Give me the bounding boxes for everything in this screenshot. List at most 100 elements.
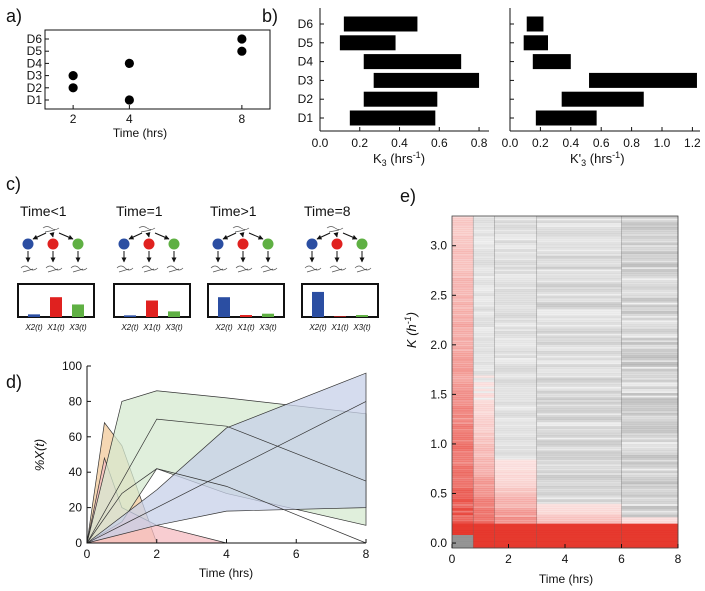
chart-e-cell [473, 382, 494, 385]
chart-e-cell [622, 251, 679, 254]
chart-e-cell [494, 254, 537, 257]
chart-e-cell [473, 537, 494, 540]
chart-e-cell [494, 285, 537, 288]
chart-c-cell-cluster [236, 266, 252, 272]
chart-e-cell [452, 225, 473, 228]
chart-e-cell [473, 267, 494, 270]
chart-e-cell [473, 420, 494, 423]
chart-e-cell [622, 276, 679, 279]
chart-e-cell [473, 422, 494, 425]
chart-e-cell [494, 539, 537, 542]
chart-e-cell [473, 280, 494, 283]
chart-e-cell [622, 231, 679, 234]
chart-e-cell [622, 256, 679, 259]
chart-c-node [119, 239, 130, 250]
chart-e-cell [537, 309, 622, 312]
chart-e-cell [452, 462, 473, 465]
chart-e-cell [494, 473, 537, 476]
chart-e-cell [494, 251, 537, 254]
chart-e-cell [473, 424, 494, 427]
chart-c-bar [72, 304, 84, 317]
chart-e-cell [537, 276, 622, 279]
chart-e-cell [494, 300, 537, 303]
chart-e-cell [473, 530, 494, 533]
chart-e-cell [452, 278, 473, 281]
chart-e-cell [452, 528, 473, 531]
chart-e-cell [473, 504, 494, 507]
chart-e-cell [537, 482, 622, 485]
chart-e-cell [537, 302, 622, 305]
chart-e-cell [494, 393, 537, 396]
chart-b-left-bar [364, 92, 438, 107]
chart-c-arrow-left [129, 233, 142, 239]
panel-label-a: a) [6, 6, 22, 26]
chart-e-xtick-label: 8 [675, 552, 682, 566]
chart-e-cell [494, 342, 537, 345]
chart-e-cell [622, 373, 679, 376]
chart-e-cell [452, 524, 473, 527]
chart-e-cell [473, 535, 494, 538]
chart-e-cell [537, 243, 622, 246]
chart-e-cell [537, 220, 622, 223]
chart-b-left-ytick-label: D2 [298, 92, 314, 106]
chart-e-cell [452, 433, 473, 436]
chart-e-cell [494, 404, 537, 407]
chart-e-cell [452, 400, 473, 403]
chart-e-cell [537, 484, 622, 487]
chart-e-cell [537, 285, 622, 288]
chart-c-cell-cluster-top [327, 227, 343, 233]
chart-e-cell [473, 302, 494, 305]
chart-a-xtick-label: 8 [239, 112, 246, 126]
chart-e-xtick-label: 0 [449, 552, 456, 566]
chart-e-cell [452, 320, 473, 323]
chart-e-cell [494, 482, 537, 485]
chart-e-cell [473, 533, 494, 536]
chart-e-cell [494, 353, 537, 356]
chart-e-cell [494, 519, 537, 522]
chart-e-cell [537, 382, 622, 385]
chart-e-cell [452, 373, 473, 376]
chart-e-cell [452, 338, 473, 341]
chart-e-cell [473, 238, 494, 241]
chart-e-cell [494, 497, 537, 500]
chart-e-cell [473, 482, 494, 485]
chart-e-cell [537, 426, 622, 429]
chart-e-xtick-label: 2 [505, 552, 512, 566]
chart-c-node [307, 239, 318, 250]
chart-e-cell [494, 475, 537, 478]
chart-e-cell [452, 313, 473, 316]
chart-e-cell [452, 490, 473, 493]
chart-e-cell [622, 393, 679, 396]
chart-e-cell [452, 287, 473, 290]
chart-e-cell [622, 457, 679, 460]
chart-e-cell [473, 475, 494, 478]
chart-e-cell [622, 285, 679, 288]
chart-e-cell [622, 413, 679, 416]
chart-e-cell [494, 375, 537, 378]
chart-e-cell [537, 471, 622, 474]
chart-e-cell [473, 451, 494, 454]
chart-e-cell [622, 424, 679, 427]
chart-e-cell [494, 524, 537, 527]
chart-b-left-ytick-label: D6 [298, 17, 314, 31]
chart-e-cell [622, 428, 679, 431]
chart-e-cell [473, 318, 494, 321]
chart-e-cell [473, 336, 494, 339]
chart-e-cell [452, 240, 473, 243]
chart-e-cell [473, 298, 494, 301]
chart-e-cell [452, 402, 473, 405]
chart-e-cell [537, 404, 622, 407]
chart-e-cell [494, 444, 537, 447]
chart-e-cell [473, 293, 494, 296]
chart-e-cell [622, 269, 679, 272]
chart-e-cell [537, 305, 622, 308]
chart-e-cell [537, 395, 622, 398]
chart-e-cell [537, 329, 622, 332]
chart-e-cell [537, 324, 622, 327]
chart-c-arrow-right [155, 233, 169, 239]
chart-e-cell [494, 245, 537, 248]
chart-e-cell [622, 404, 679, 407]
chart-e-cell [537, 515, 622, 518]
chart-b-left-bar [350, 111, 435, 126]
chart-b-right-xlabel-unit: (hrs [586, 151, 613, 166]
